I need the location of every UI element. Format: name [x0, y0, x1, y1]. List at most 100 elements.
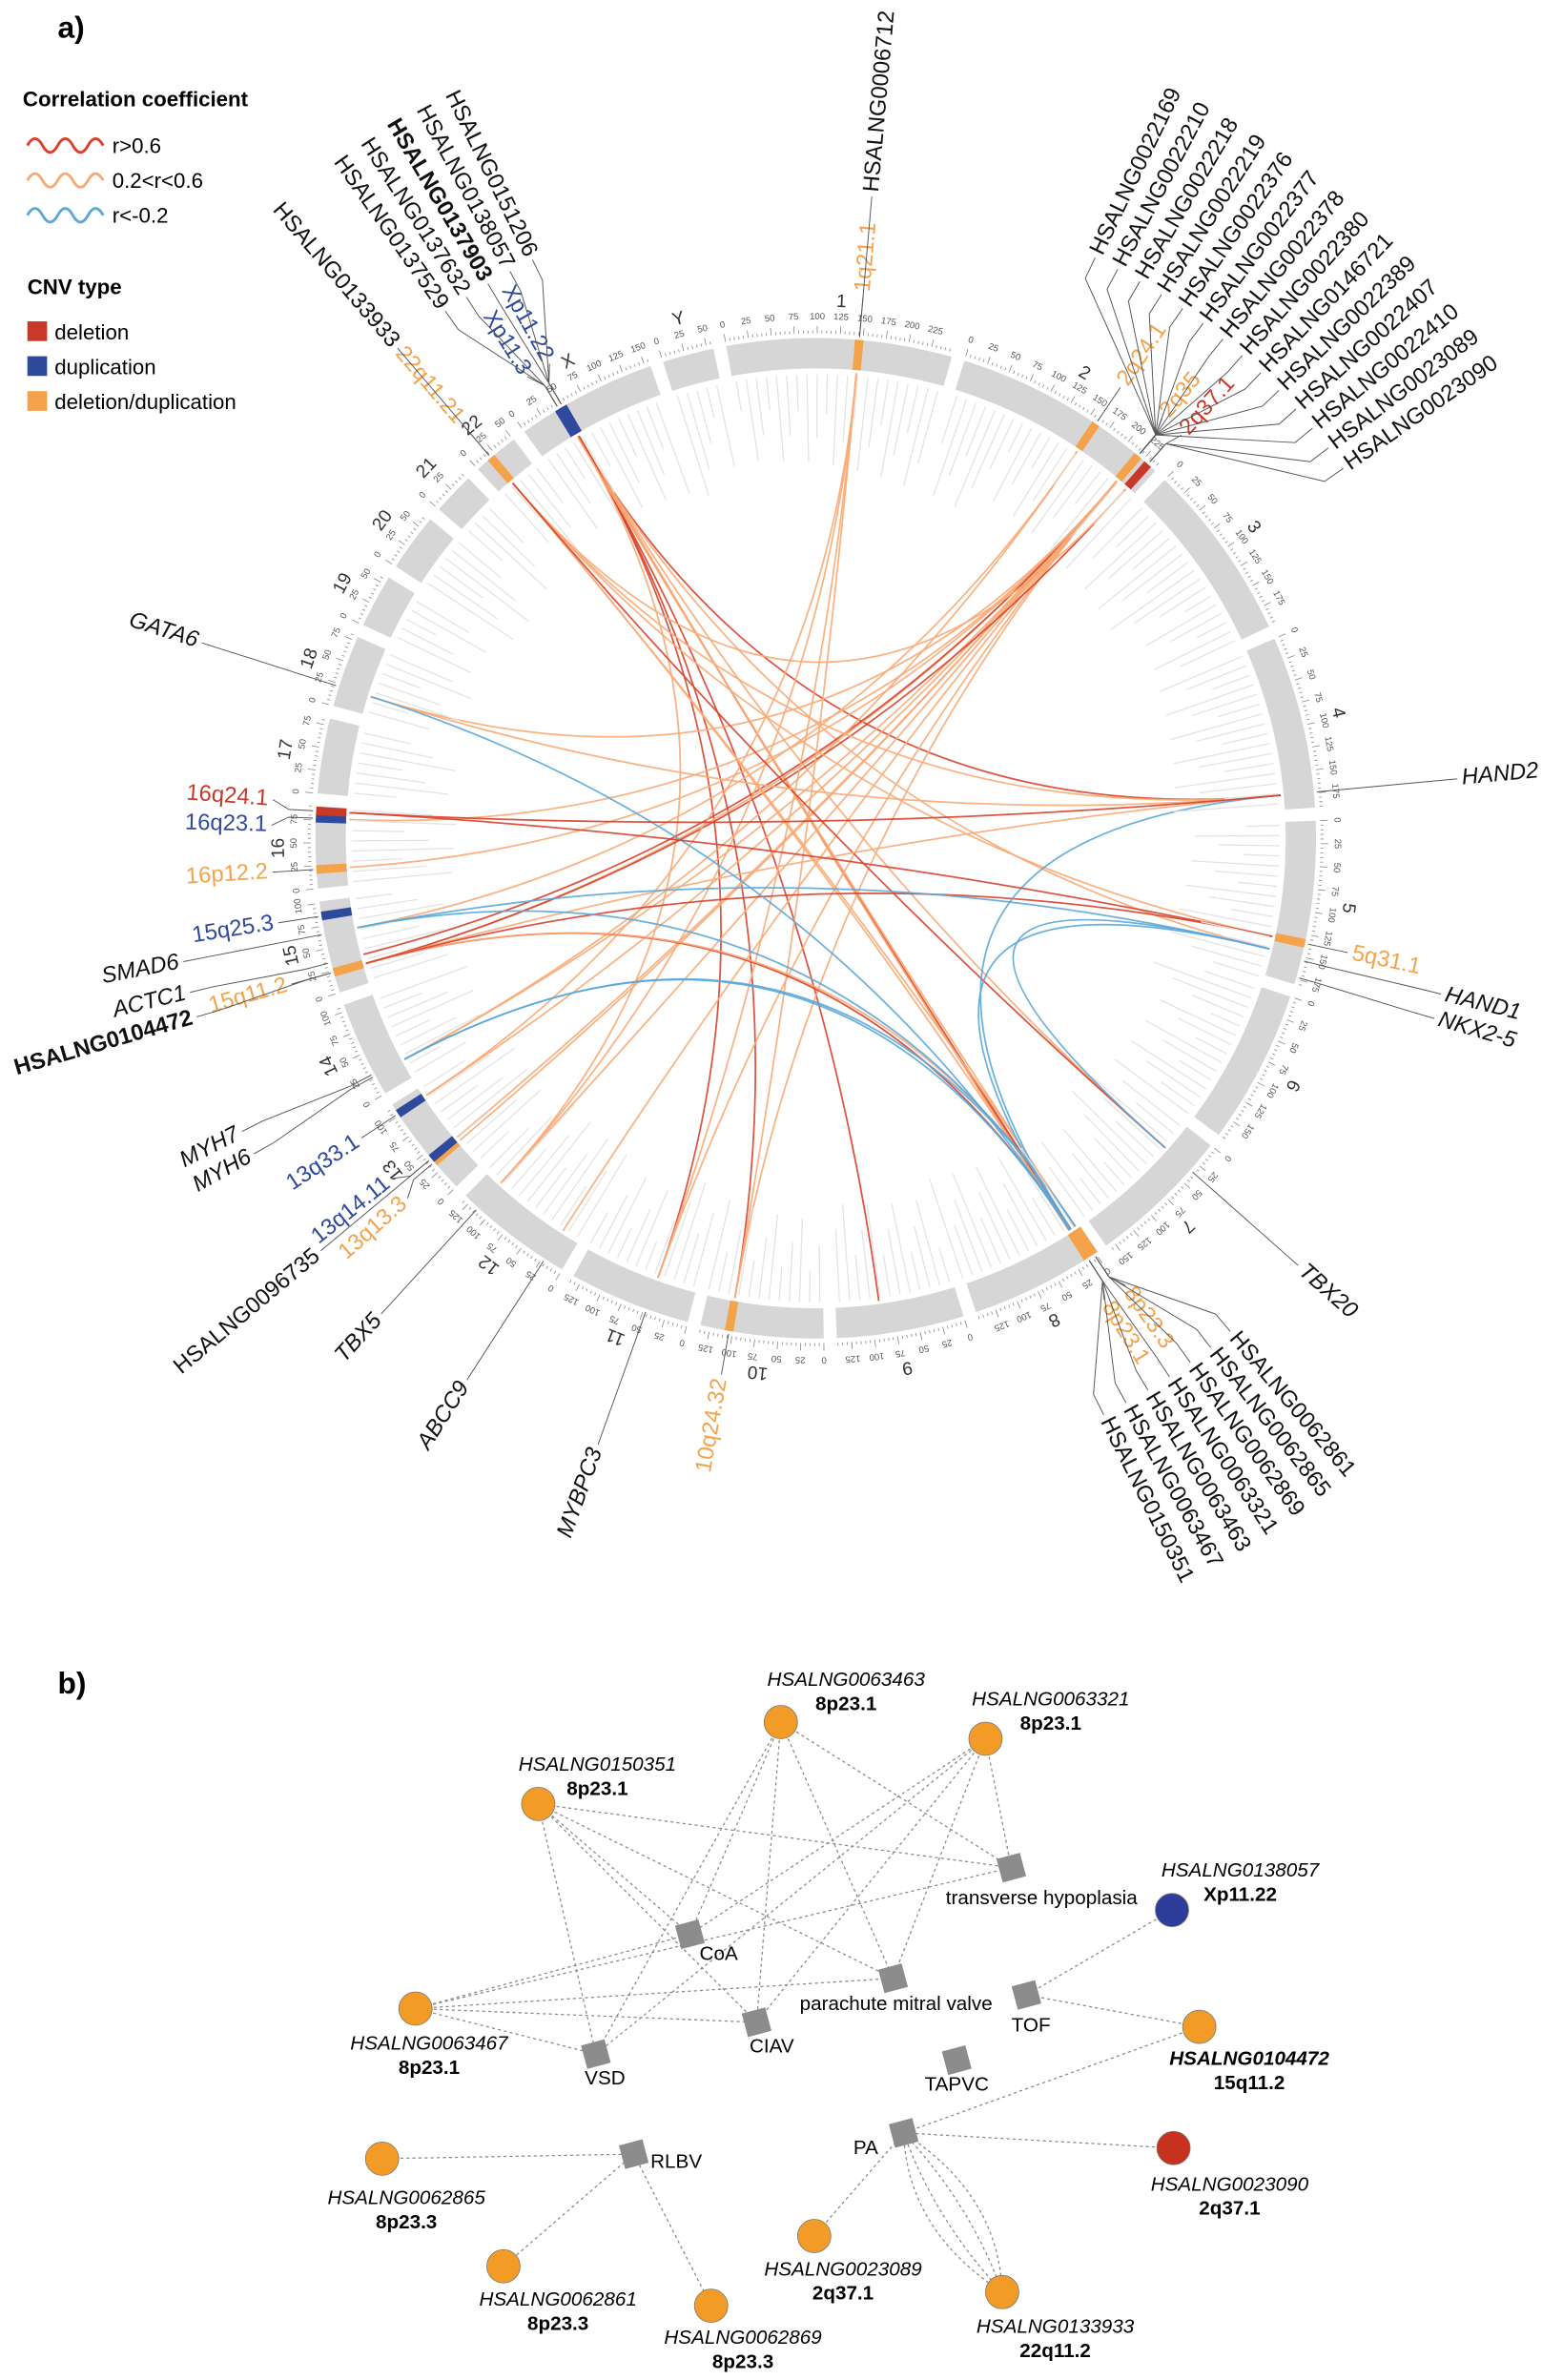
histogram-bar — [383, 992, 422, 1009]
tick-mark — [370, 592, 375, 595]
tick-mark — [951, 1323, 954, 1328]
histogram-bar — [626, 1209, 651, 1262]
histogram-bar — [362, 925, 420, 940]
tick-mark — [595, 380, 598, 384]
tick-mark — [1181, 487, 1183, 490]
network-edge — [1026, 1909, 1173, 1996]
tick-label: 50 — [1059, 1288, 1074, 1303]
tick-mark — [969, 354, 972, 359]
leader-line — [272, 799, 314, 811]
tick-mark — [1245, 571, 1249, 574]
leader-line — [858, 196, 873, 338]
histogram-bar — [1179, 1059, 1212, 1081]
tick-mark — [358, 617, 361, 620]
chromosome-label: 9 — [900, 1357, 914, 1379]
tick-mark — [394, 554, 398, 557]
tick-label: 75 — [1220, 511, 1234, 525]
histogram-bar — [369, 711, 430, 730]
network-edges — [381, 1721, 1200, 2307]
lncrna-node-icon — [486, 2248, 521, 2284]
tick-mark — [896, 1336, 899, 1344]
tick-mark — [862, 328, 865, 337]
tick-label: 100 — [1050, 369, 1068, 385]
correlation-link-mid — [403, 450, 1079, 1060]
cnv-region-deletion — [1124, 461, 1152, 490]
tick-mark — [315, 750, 319, 752]
histogram-bar — [1162, 1039, 1218, 1073]
tick-mark — [1238, 1114, 1242, 1117]
leader-line — [380, 1209, 477, 1315]
tick-mark — [549, 1268, 553, 1272]
histogram-bar — [357, 898, 418, 910]
histogram-bar — [414, 1041, 466, 1073]
tick-label: 0 — [678, 1337, 686, 1348]
tick-mark — [1196, 1169, 1200, 1172]
leader-line — [272, 869, 314, 873]
tick-mark — [1012, 1303, 1015, 1306]
chromosome-label: 16 — [269, 838, 289, 859]
histogram-bar — [1191, 945, 1263, 967]
tick-label: 100 — [1153, 1219, 1171, 1237]
chromosome-label: 4 — [1327, 706, 1349, 721]
histogram-bar — [686, 392, 710, 470]
histogram-bar — [496, 1116, 553, 1176]
tick-label: 25 — [524, 394, 539, 408]
chromosome-X — [524, 365, 661, 457]
histogram-bar — [1219, 844, 1280, 847]
tick-mark — [730, 1336, 732, 1344]
correlation-wave-icon — [26, 137, 105, 154]
correlation-wave-icon — [26, 207, 105, 224]
tick-mark — [1151, 1215, 1157, 1221]
tick-mark — [1227, 542, 1235, 547]
histogram-bar — [1208, 895, 1275, 908]
tick-mark — [594, 1292, 597, 1296]
histogram-bar — [1145, 1020, 1223, 1063]
tick-label: 0 — [967, 335, 975, 346]
tick-mark — [1058, 1281, 1063, 1288]
legend-cnv-title: CNV type — [28, 275, 122, 298]
tick-mark — [942, 1326, 945, 1335]
tick-mark — [319, 728, 323, 730]
histogram-bar — [765, 377, 771, 411]
correlation-link-neg — [357, 910, 1077, 1227]
histogram-bar — [1107, 529, 1163, 580]
chromosome-14 — [343, 995, 412, 1094]
tick-label: 75 — [1173, 1204, 1187, 1219]
histogram-bar — [1222, 934, 1267, 948]
histogram-bar — [1011, 432, 1041, 485]
tick-label: 0 — [307, 696, 319, 704]
tick-mark — [1289, 1011, 1293, 1013]
tick-label: 125 — [1246, 547, 1264, 565]
histogram-bar — [891, 1202, 912, 1293]
histogram-bar — [952, 1173, 993, 1268]
tick-mark — [428, 1165, 432, 1168]
tick-mark — [316, 949, 324, 952]
tick-label: 75 — [485, 1241, 500, 1255]
tick-mark — [673, 350, 676, 354]
phenotype-node-icon — [877, 1963, 909, 1994]
lncrna-node-name: HSALNG0062869 — [664, 2327, 822, 2349]
tick-mark — [649, 1315, 652, 1319]
tick-mark — [913, 339, 915, 343]
tick-mark — [346, 642, 351, 645]
histogram-bar — [482, 515, 536, 567]
histogram-bar — [866, 1204, 881, 1299]
tick-label: 75 — [894, 1347, 906, 1360]
tick-mark — [1292, 1001, 1297, 1004]
tick-mark — [317, 935, 321, 937]
histogram-bar — [1214, 870, 1279, 877]
histogram-bar — [1184, 595, 1212, 613]
tick-mark — [489, 1225, 493, 1229]
tick-mark — [1271, 620, 1275, 623]
tick-mark — [1029, 1295, 1032, 1299]
histogram-bar — [1031, 459, 1085, 534]
lncrna-node-icon — [364, 2142, 400, 2176]
tick-label: 100 — [721, 1346, 737, 1359]
tick-mark — [345, 1029, 349, 1032]
histogram-bar — [1109, 569, 1195, 631]
chromosome-label: 14 — [316, 1052, 342, 1078]
phenotype-node-icon — [581, 2039, 611, 2069]
tick-mark — [615, 1302, 618, 1305]
tick-mark — [991, 1311, 994, 1315]
tick-label: 100 — [584, 1302, 602, 1318]
